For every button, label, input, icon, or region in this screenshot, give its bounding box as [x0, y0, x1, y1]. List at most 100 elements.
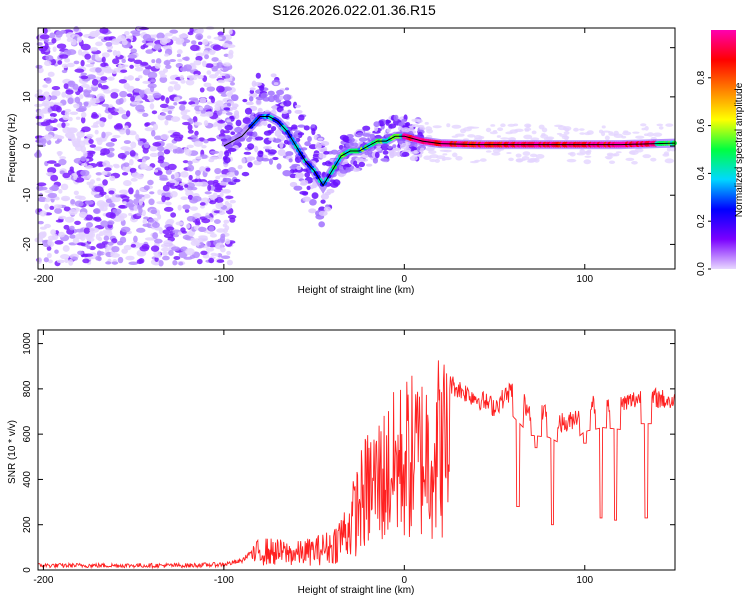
spectrogram-noise-blob — [59, 156, 67, 160]
figure-title: S126.2026.022.01.36.R15 — [272, 2, 436, 18]
spectrogram-noise-blob — [177, 58, 183, 63]
spectrogram-halo-blob — [658, 126, 664, 130]
spectrogram-noise-blob — [190, 240, 199, 246]
spectrogram-noise-blob — [61, 122, 66, 128]
spectrogram-y-tick-label: -10 — [22, 188, 33, 203]
spectrogram-noise-blob — [170, 212, 177, 218]
spectrogram-halo-blob — [604, 135, 610, 141]
spectrogram-noise-blob — [128, 212, 133, 216]
spectrogram-noise-blob — [143, 194, 151, 199]
spectrogram-noise-blob — [79, 94, 84, 100]
spectrogram-noise-blob — [156, 146, 165, 152]
spectrogram-noise-blob — [142, 147, 149, 154]
spectrogram-halo-blob — [409, 151, 420, 154]
spectrogram-noise-blob — [107, 220, 115, 226]
spectrogram-noise-blob — [137, 204, 142, 210]
spectrogram-halo-blob — [485, 150, 492, 153]
spectrogram-noise-blob — [204, 111, 214, 117]
spectrogram-noise-blob — [222, 65, 230, 72]
spectrogram-halo-blob — [452, 152, 458, 158]
spectrogram-noise-blob — [152, 232, 159, 239]
spectrogram-noise-blob — [165, 97, 170, 104]
spectrogram-transition-blob — [248, 96, 254, 102]
spectrogram-noise-blob — [70, 38, 77, 46]
spectrogram-noise-blob — [140, 45, 146, 50]
spectrogram-transition-blob — [249, 87, 256, 91]
spectrogram-noise-blob — [216, 85, 225, 93]
spectrogram-noise-blob — [101, 56, 106, 63]
spectrogram-halo-blob — [646, 132, 654, 137]
snr-y-tick-label: 200 — [22, 516, 33, 533]
spectrogram-transition-blob — [362, 133, 372, 137]
spectrogram-noise-blob — [145, 42, 156, 47]
spectrogram-halo-blob — [579, 148, 585, 154]
spectrogram-transition-blob — [271, 104, 278, 111]
spectrogram-noise-blob — [130, 177, 138, 182]
spectrogram-transition-blob — [374, 151, 380, 159]
spectrogram-transition-blob — [330, 181, 339, 188]
spectrogram-noise-blob — [166, 143, 174, 147]
spectrogram-halo-blob — [416, 119, 423, 124]
spectrogram-transition-blob — [246, 156, 256, 161]
spectrogram-noise-blob — [58, 135, 65, 140]
spectrogram-noise-blob — [174, 172, 179, 179]
spectrogram-transition-blob — [263, 146, 272, 150]
spectrogram-noise-blob — [36, 150, 41, 158]
spectrogram-noise-blob — [160, 95, 165, 102]
spectrogram-noise-blob — [39, 226, 47, 230]
spectrogram-halo-blob — [515, 153, 522, 158]
spectrogram-transition-blob — [401, 118, 407, 123]
spectrogram-noise-blob — [169, 29, 179, 34]
spectrogram-noise-blob — [199, 106, 204, 111]
spectrogram-noise-blob — [106, 49, 113, 53]
spectrogram-noise-blob — [161, 251, 169, 256]
spectrogram-halo-blob — [628, 150, 639, 155]
spectrogram-noise-blob — [80, 83, 90, 88]
spectrogram-noise-blob — [103, 235, 110, 241]
spectrogram-noise-blob — [157, 214, 162, 220]
spectrogram-halo-blob — [642, 154, 652, 159]
spectrogram-transition-blob — [296, 165, 302, 171]
spectrogram-noise-blob — [100, 76, 108, 81]
spectrogram-noise-blob — [35, 115, 42, 120]
spectrogram-halo-blob — [613, 130, 619, 136]
spectrogram-noise-blob — [194, 130, 199, 136]
spectrogram-halo-blob — [644, 126, 649, 131]
spectrogram-noise-blob — [206, 86, 216, 92]
spectrogram-noise-blob — [217, 202, 224, 208]
spectrogram-noise-blob — [195, 169, 201, 176]
spectrogram-noise-blob — [76, 36, 83, 43]
spectrogram-transition-blob — [358, 137, 368, 142]
spectrogram-noise-blob — [134, 66, 144, 72]
spectrogram-noise-blob — [54, 240, 64, 245]
spectrogram-noise-blob — [216, 228, 226, 233]
spectrogram-noise-blob — [44, 189, 53, 194]
spectrogram-noise-blob — [219, 235, 226, 243]
spectrogram-transition-blob — [297, 124, 306, 128]
spectrogram-noise-blob — [214, 197, 224, 204]
spectrogram-noise-blob — [51, 233, 59, 241]
spectrogram-noise-blob — [146, 37, 156, 42]
spectrogram-noise-blob — [95, 255, 101, 261]
spectrogram-noise-blob — [209, 233, 218, 238]
spectrogram-transition-blob — [420, 147, 425, 152]
spectrogram-transition-blob — [347, 137, 355, 143]
spectrogram-transition-blob — [356, 132, 364, 136]
spectrogram-transition-blob — [226, 171, 235, 178]
spectrogram-halo-blob — [566, 158, 577, 163]
spectrogram-y-ticks: -20 -10 0 10 20 — [22, 42, 675, 252]
spectrogram-noise-blob — [229, 199, 236, 204]
spectrogram-noise-blob — [45, 55, 54, 61]
spectrogram-transition-blob — [276, 163, 282, 170]
spectrogram-noise-blob — [207, 35, 212, 39]
spectrogram-halo-blob — [429, 159, 437, 163]
spectrogram-noise-blob — [164, 53, 169, 57]
spectrogram-noise-blob — [224, 201, 230, 206]
spectrogram-noise-blob — [89, 227, 100, 233]
spectrogram-noise-blob — [137, 108, 146, 113]
spectrogram-noise-blob — [58, 215, 67, 220]
spectrogram-noise-blob — [81, 162, 88, 167]
spectrogram-noise-blob — [138, 75, 143, 79]
spectrogram-noise-blob — [94, 129, 99, 135]
